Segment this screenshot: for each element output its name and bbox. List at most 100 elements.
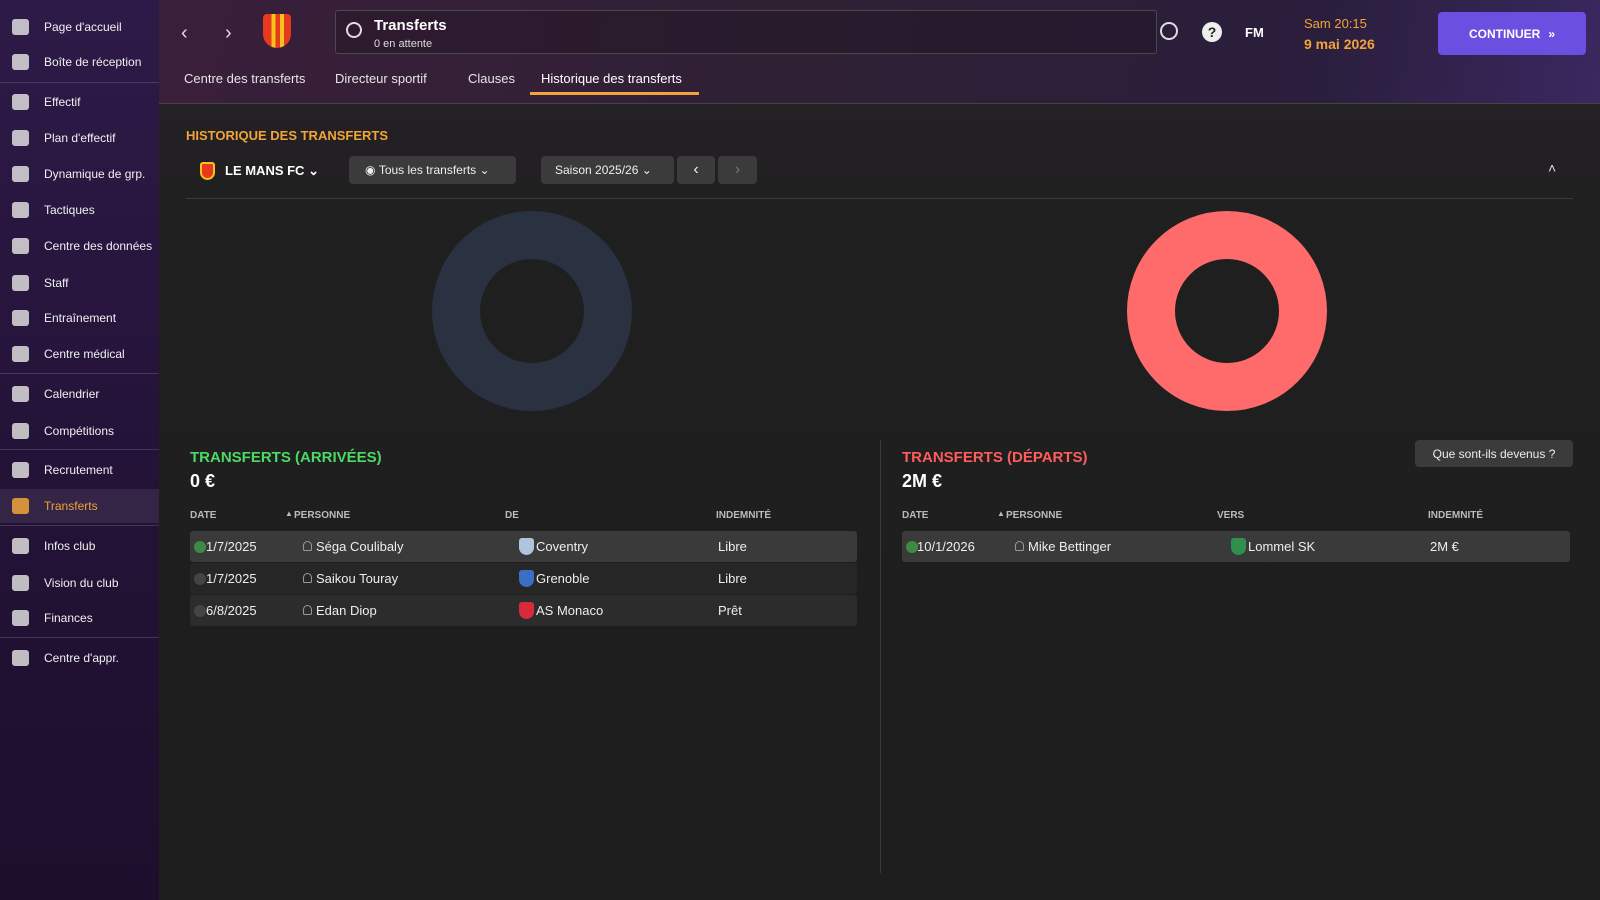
season-label: Saison 2025/26: [555, 163, 639, 177]
arrivals-total: 0 €: [190, 471, 216, 491]
nav-item[interactable]: Page d'accueil: [0, 10, 159, 44]
nav-item[interactable]: Boîte de réception: [0, 45, 159, 79]
nav-item[interactable]: Staff: [0, 266, 159, 300]
column-header[interactable]: DATE: [902, 510, 929, 521]
nav-item[interactable]: Tactiques: [0, 193, 159, 227]
nav-item[interactable]: Finances: [0, 601, 159, 635]
column-header[interactable]: DE: [505, 510, 519, 521]
search-box[interactable]: Transferts 0 en attente: [335, 10, 1157, 54]
back-button[interactable]: ‹: [181, 22, 188, 44]
nav-icon: [12, 130, 29, 146]
tab[interactable]: Clauses: [468, 71, 515, 86]
nav-icon: [12, 54, 29, 70]
status-icon: [194, 573, 206, 585]
nav-item[interactable]: Transferts: [0, 489, 159, 523]
nav-separator: [0, 525, 159, 526]
nav-separator: [0, 637, 159, 638]
table-row[interactable]: 1/7/2025 Saikou Touray Grenoble Libre: [190, 563, 857, 594]
season-filter[interactable]: Saison 2025/26 ⌄: [541, 156, 674, 184]
nav-icon: [12, 238, 29, 254]
tab[interactable]: Centre des transferts: [184, 71, 306, 86]
nav-label: Tactiques: [44, 203, 95, 217]
person-icon: [303, 573, 312, 583]
whereabouts-button[interactable]: Que sont-ils devenus ?: [1415, 440, 1573, 467]
departures-donut: [1127, 211, 1327, 411]
nav-label: Boîte de réception: [44, 55, 142, 69]
nav-item[interactable]: Vision du club: [0, 566, 159, 600]
column-header[interactable]: PERSONNE: [1006, 510, 1063, 521]
nav-label: Finances: [44, 611, 93, 625]
nav-item[interactable]: Centre médical: [0, 337, 159, 371]
globe-icon[interactable]: [1160, 22, 1178, 40]
tab[interactable]: Directeur sportif: [335, 71, 427, 86]
whereabouts-label: Que sont-ils devenus ?: [1432, 446, 1556, 461]
nav-item[interactable]: Compétitions: [0, 414, 159, 448]
nav-label: Recrutement: [44, 463, 113, 477]
nav-icon: [12, 610, 29, 626]
tab[interactable]: Historique des transferts: [541, 71, 682, 86]
active-tab-underline: [530, 92, 699, 95]
nav-icon: [12, 346, 29, 362]
nav-item[interactable]: Recrutement: [0, 453, 159, 487]
table-row[interactable]: 6/8/2025 Edan Diop AS Monaco Prêt: [190, 595, 857, 626]
nav-item[interactable]: Infos club: [0, 529, 159, 563]
column-header[interactable]: VERS: [1217, 510, 1245, 521]
club: AS Monaco: [536, 603, 604, 618]
nav-item[interactable]: Centre d'appr.: [0, 641, 159, 675]
nav-label: Centre des données: [44, 239, 153, 253]
nav-label: Infos club: [44, 539, 96, 553]
nav-item[interactable]: Calendrier: [0, 377, 159, 411]
view-filter[interactable]: ◉ Tous les transferts ⌄: [349, 156, 516, 184]
nav-icon: [12, 538, 29, 554]
person: Séga Coulibaly: [316, 539, 404, 554]
column-header[interactable]: INDEMNITÉ: [716, 510, 771, 521]
column-header[interactable]: INDEMNITÉ: [1428, 510, 1483, 521]
fee: Prêt: [718, 603, 742, 618]
club-badge[interactable]: [263, 14, 291, 48]
arrivals-donut: [432, 211, 632, 411]
departures-total: 2M €: [902, 471, 943, 491]
page-subtitle: 0 en attente: [374, 38, 433, 50]
nav-label: Centre d'appr.: [44, 651, 120, 665]
nav-label: Transferts: [44, 499, 98, 513]
nav-item[interactable]: Entraînement: [0, 301, 159, 335]
nav-separator: [0, 449, 159, 450]
section-title: HISTORIQUE DES TRANSFERTS: [186, 128, 389, 143]
status-icon: [194, 605, 206, 617]
page-title: Transferts: [374, 17, 447, 34]
fm-menu[interactable]: FM: [1245, 25, 1264, 40]
club-icon: [1231, 538, 1246, 555]
departures-title: TRANSFERTS (DÉPARTS): [902, 449, 1088, 466]
forward-button[interactable]: ›: [225, 22, 232, 44]
prev-season[interactable]: ‹: [677, 156, 715, 184]
nav-label: Vision du club: [44, 576, 119, 590]
column-header[interactable]: PERSONNE: [294, 510, 351, 521]
nav-item[interactable]: Centre des données: [0, 229, 159, 263]
nav-icon: [12, 462, 29, 478]
person: Mike Bettinger: [1028, 539, 1112, 554]
nav-item[interactable]: Dynamique de grp.: [0, 157, 159, 191]
person-icon: [303, 605, 312, 615]
nav-icon: [12, 202, 29, 218]
collapse-button[interactable]: ˄: [1548, 160, 1557, 176]
next-season[interactable]: ›: [718, 156, 757, 184]
club: Lommel SK: [1248, 539, 1316, 554]
person: Edan Diop: [316, 603, 377, 618]
nav-label: Compétitions: [44, 424, 115, 438]
help-icon[interactable]: ?: [1202, 22, 1222, 42]
nav-icon: [12, 19, 29, 35]
nav-item[interactable]: Plan d'effectif: [0, 121, 159, 155]
club-icon: [519, 538, 534, 555]
date: 1/7/2025: [206, 539, 257, 554]
view-label: Tous les transferts: [378, 163, 477, 177]
continue-button[interactable]: CONTINUER»: [1438, 12, 1586, 55]
person-icon: [1015, 541, 1024, 551]
table-row[interactable]: 10/1/2026 Mike Bettinger Lommel SK 2M €: [902, 531, 1570, 562]
column-header[interactable]: DATE: [190, 510, 217, 521]
nav-item[interactable]: Effectif: [0, 85, 159, 119]
club-selector[interactable]: LE MANS FC ⌄: [225, 163, 319, 178]
fee: Libre: [718, 539, 747, 554]
nav-icon: [12, 498, 29, 514]
date: 10/1/2026: [917, 539, 975, 554]
table-row[interactable]: 1/7/2025 Séga Coulibaly Coventry Libre: [190, 531, 857, 562]
